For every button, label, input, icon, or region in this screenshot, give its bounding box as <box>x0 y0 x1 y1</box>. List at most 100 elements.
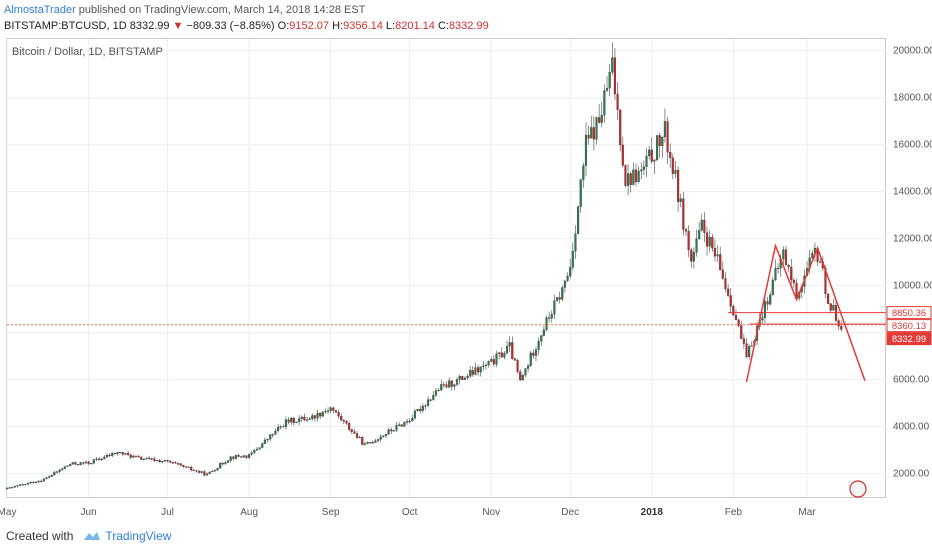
candle-body <box>98 458 101 460</box>
created-with-label: Created with <box>6 529 74 543</box>
double-top-pattern-line[interactable] <box>745 243 866 383</box>
y-tick-label: 16000.00 <box>893 140 932 151</box>
candle-body <box>363 443 366 445</box>
x-tick-label: Mar <box>798 507 816 518</box>
open-value: 9152.07 <box>289 20 330 32</box>
price-axis-label-box <box>886 319 932 333</box>
candle-body <box>413 410 416 419</box>
tradingview-link[interactable]: TradingView <box>105 529 172 543</box>
candle-body <box>448 380 451 388</box>
candle-body <box>511 342 514 359</box>
event-badge-icon[interactable] <box>849 480 867 498</box>
candle-body <box>458 376 461 380</box>
price-change: −809.33 (−8.85%) <box>186 20 275 32</box>
candle-body <box>76 463 80 466</box>
candle-body <box>332 407 335 411</box>
candle-body <box>171 462 174 464</box>
candle-body <box>582 165 585 180</box>
candle-body <box>832 305 835 311</box>
candle-body <box>311 415 314 420</box>
candle-body <box>179 463 182 466</box>
candle-body <box>129 454 132 458</box>
candle-body <box>411 418 414 422</box>
candle-body <box>329 407 332 411</box>
candle-body <box>705 232 709 247</box>
candle-body <box>348 423 351 430</box>
candle-body <box>516 360 519 372</box>
candle-body <box>469 370 472 377</box>
candle-body <box>692 252 695 262</box>
price-axis-label: 8850.36 <box>892 308 926 319</box>
candle-body <box>584 134 588 166</box>
candle-body <box>321 412 324 417</box>
candle-body <box>555 297 559 301</box>
candle-body <box>479 366 482 373</box>
author-link[interactable]: AlmostaTrader <box>4 4 76 16</box>
chart-title: Bitcoin / Dollar, 1D, BITSTAMP <box>12 46 163 58</box>
candle-body <box>361 437 364 445</box>
candle-body <box>226 460 230 463</box>
candle-body <box>700 219 703 231</box>
candle-body <box>211 470 214 473</box>
candle-body <box>553 300 556 315</box>
candle-body <box>500 352 503 358</box>
candle-body <box>437 389 440 392</box>
candle-body <box>774 267 777 281</box>
candle-body <box>403 422 406 427</box>
candle-body <box>671 157 674 174</box>
candle-body <box>421 405 424 411</box>
candle-body <box>353 431 356 434</box>
candle-body <box>234 455 238 459</box>
candle-body <box>508 342 511 347</box>
candle-body <box>295 421 298 423</box>
candle-body <box>205 473 209 476</box>
y-tick-label: 12000.00 <box>893 234 932 245</box>
candle-body <box>229 456 232 461</box>
candle-body <box>255 448 259 451</box>
candle-body <box>166 460 169 462</box>
candle-body <box>142 458 145 461</box>
candle-body <box>471 370 474 375</box>
candle-body <box>445 384 448 388</box>
candle-body <box>624 165 627 186</box>
candle-body <box>427 399 430 406</box>
candle-body <box>727 288 730 296</box>
candle-body <box>532 352 535 356</box>
candle-body <box>498 352 501 354</box>
candle-body <box>19 484 22 486</box>
candle-body <box>95 458 98 460</box>
candle-body <box>461 376 464 380</box>
high-label: H: <box>332 20 344 32</box>
price-axis-label: 8332.99 <box>892 334 926 345</box>
candle-body <box>245 455 248 458</box>
candle-body <box>32 482 35 484</box>
candle-body <box>627 173 630 186</box>
candle-body <box>603 90 606 116</box>
candle-body <box>366 441 369 444</box>
candle-body <box>579 179 582 207</box>
candle-body <box>661 136 664 147</box>
candle-body <box>298 418 301 422</box>
x-tick-label: May <box>0 507 16 518</box>
y-tick-label: 2000.00 <box>893 469 930 480</box>
candle-body <box>621 144 624 166</box>
candle-body <box>82 462 85 464</box>
candle-body <box>237 455 240 457</box>
candle-body <box>590 127 593 139</box>
candle-body <box>213 470 216 472</box>
candle-body <box>137 456 140 458</box>
candle-body <box>645 155 648 167</box>
candle-body <box>713 248 717 257</box>
candle-body <box>819 261 822 263</box>
candle-body <box>521 374 524 381</box>
candle-body <box>79 462 82 465</box>
candle-body <box>350 429 353 432</box>
candle-body <box>495 353 498 365</box>
candle-body <box>840 325 843 330</box>
candle-body <box>703 219 706 233</box>
x-tick-label: Nov <box>482 507 500 518</box>
candle-body <box>276 427 280 432</box>
candle-body <box>792 279 795 284</box>
candle-body <box>316 412 319 419</box>
